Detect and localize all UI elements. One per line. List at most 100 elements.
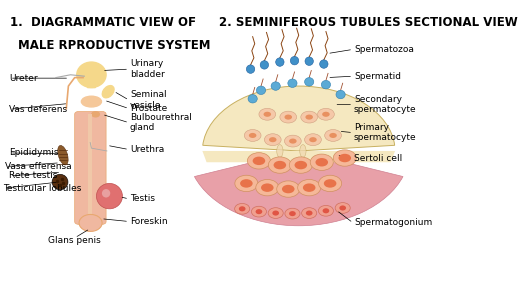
Text: Urinary
bladder: Urinary bladder bbox=[130, 59, 165, 79]
Text: Primary
spermatocyte: Primary spermatocyte bbox=[354, 123, 417, 142]
Text: Testis: Testis bbox=[130, 194, 155, 203]
Ellipse shape bbox=[256, 209, 262, 214]
Text: Spermatid: Spermatid bbox=[354, 72, 401, 81]
Ellipse shape bbox=[304, 134, 321, 146]
Ellipse shape bbox=[318, 108, 334, 120]
Text: MALE RPRODUCTIVE SYSTEM: MALE RPRODUCTIVE SYSTEM bbox=[18, 40, 211, 52]
Ellipse shape bbox=[285, 135, 301, 147]
Text: Testicular lobules: Testicular lobules bbox=[3, 184, 81, 193]
Ellipse shape bbox=[264, 112, 271, 117]
Ellipse shape bbox=[282, 185, 295, 193]
Ellipse shape bbox=[97, 184, 122, 209]
Text: Prostate: Prostate bbox=[130, 104, 167, 113]
Ellipse shape bbox=[272, 211, 279, 215]
Ellipse shape bbox=[301, 111, 318, 123]
Ellipse shape bbox=[244, 129, 261, 141]
Ellipse shape bbox=[235, 203, 250, 214]
Ellipse shape bbox=[289, 139, 297, 144]
Ellipse shape bbox=[247, 153, 270, 169]
Ellipse shape bbox=[339, 154, 351, 162]
Text: Ureter: Ureter bbox=[9, 74, 38, 83]
Ellipse shape bbox=[310, 154, 333, 170]
Text: Spermatozoa: Spermatozoa bbox=[354, 45, 414, 54]
Ellipse shape bbox=[269, 137, 277, 142]
Ellipse shape bbox=[324, 129, 341, 141]
Ellipse shape bbox=[339, 205, 346, 211]
Text: Foreskin: Foreskin bbox=[130, 217, 167, 226]
Text: Bulbourethral
gland: Bulbourethral gland bbox=[130, 113, 192, 133]
Ellipse shape bbox=[288, 79, 297, 87]
Ellipse shape bbox=[303, 184, 316, 192]
Ellipse shape bbox=[290, 56, 299, 65]
Ellipse shape bbox=[321, 80, 331, 89]
Ellipse shape bbox=[306, 211, 312, 215]
Ellipse shape bbox=[239, 206, 246, 211]
Ellipse shape bbox=[102, 189, 110, 198]
Ellipse shape bbox=[248, 95, 257, 103]
Ellipse shape bbox=[256, 180, 279, 196]
Text: Seminal
vesicle: Seminal vesicle bbox=[130, 90, 166, 110]
Ellipse shape bbox=[324, 179, 337, 188]
Text: Secondary
spermatocyte: Secondary spermatocyte bbox=[354, 95, 417, 114]
Ellipse shape bbox=[309, 137, 317, 142]
Text: Rete testis: Rete testis bbox=[9, 171, 57, 180]
Text: 2. SEMINIFEROUS TUBULES SECTIONAL VIEW: 2. SEMINIFEROUS TUBULES SECTIONAL VIEW bbox=[219, 15, 518, 28]
FancyBboxPatch shape bbox=[89, 114, 92, 221]
Ellipse shape bbox=[305, 57, 313, 66]
Ellipse shape bbox=[285, 208, 300, 219]
Ellipse shape bbox=[240, 179, 253, 188]
Ellipse shape bbox=[289, 211, 296, 216]
Ellipse shape bbox=[319, 175, 342, 192]
Ellipse shape bbox=[277, 144, 283, 157]
Ellipse shape bbox=[102, 86, 114, 98]
Ellipse shape bbox=[322, 112, 330, 117]
Ellipse shape bbox=[322, 208, 329, 213]
Ellipse shape bbox=[271, 82, 280, 90]
Ellipse shape bbox=[289, 157, 312, 173]
Wedge shape bbox=[194, 151, 403, 226]
Text: Spermatogonium: Spermatogonium bbox=[354, 218, 432, 227]
Ellipse shape bbox=[285, 115, 292, 120]
Ellipse shape bbox=[295, 161, 307, 169]
Ellipse shape bbox=[260, 61, 269, 69]
Ellipse shape bbox=[92, 112, 99, 117]
Ellipse shape bbox=[302, 208, 317, 218]
Ellipse shape bbox=[77, 62, 106, 87]
Ellipse shape bbox=[274, 161, 286, 169]
Ellipse shape bbox=[300, 144, 306, 157]
Ellipse shape bbox=[276, 58, 284, 66]
Ellipse shape bbox=[268, 157, 291, 173]
Ellipse shape bbox=[333, 150, 356, 166]
Text: Epididymis: Epididymis bbox=[9, 148, 58, 157]
Ellipse shape bbox=[268, 208, 283, 218]
Ellipse shape bbox=[335, 203, 350, 213]
Text: Glans penis: Glans penis bbox=[48, 236, 101, 245]
Ellipse shape bbox=[336, 90, 345, 99]
Wedge shape bbox=[203, 86, 395, 151]
Ellipse shape bbox=[316, 158, 328, 166]
Ellipse shape bbox=[265, 134, 281, 146]
Ellipse shape bbox=[80, 215, 101, 231]
Ellipse shape bbox=[52, 174, 68, 190]
Text: Urethra: Urethra bbox=[130, 145, 164, 154]
Text: Vasa efferensa: Vasa efferensa bbox=[5, 162, 71, 171]
Ellipse shape bbox=[318, 205, 333, 216]
Ellipse shape bbox=[81, 96, 101, 107]
Ellipse shape bbox=[261, 184, 274, 192]
Ellipse shape bbox=[256, 86, 266, 95]
Ellipse shape bbox=[235, 175, 258, 192]
Ellipse shape bbox=[280, 111, 297, 123]
Ellipse shape bbox=[259, 108, 276, 120]
Ellipse shape bbox=[246, 65, 255, 73]
Polygon shape bbox=[203, 151, 395, 162]
Ellipse shape bbox=[306, 115, 313, 120]
Ellipse shape bbox=[277, 181, 300, 197]
Ellipse shape bbox=[58, 145, 68, 165]
Text: 1.  DIAGRAMMATIC VIEW OF: 1. DIAGRAMMATIC VIEW OF bbox=[10, 15, 196, 28]
Ellipse shape bbox=[304, 78, 314, 86]
Ellipse shape bbox=[329, 133, 337, 138]
Ellipse shape bbox=[253, 157, 265, 165]
FancyBboxPatch shape bbox=[87, 80, 96, 88]
FancyBboxPatch shape bbox=[75, 111, 106, 224]
Ellipse shape bbox=[251, 206, 267, 217]
